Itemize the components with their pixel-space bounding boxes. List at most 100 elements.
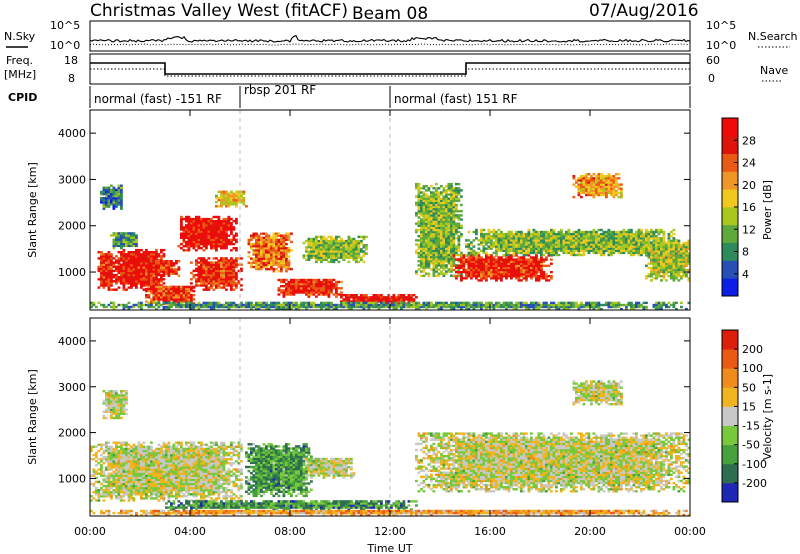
cell-power-cells-8 [240, 192, 243, 195]
cell-power-cells-12 [392, 296, 396, 299]
cell-power-cells-6 [230, 242, 233, 246]
cell-power-cells-13 [417, 247, 421, 250]
cell-power-cells-15 [500, 249, 503, 252]
cell-power-cells-1 [127, 257, 131, 260]
cell-power-cells-18 [112, 305, 116, 309]
cell-power-cells-7 [207, 273, 211, 277]
cell-power-cells-15 [547, 237, 551, 240]
cell-power-cells-10 [287, 291, 291, 294]
cell-power-cells-17 [687, 256, 691, 259]
cell-power-cells-13 [447, 232, 451, 236]
cell-power-cells-1 [127, 278, 131, 281]
cell-power-cells-18 [247, 303, 251, 307]
cell-power-cells-18 [105, 305, 108, 309]
cell-power-cells-7 [200, 257, 203, 260]
cell-power-cells-4 [137, 264, 141, 267]
cell-power-cells-13 [425, 197, 428, 200]
cell-power-cells-13 [435, 193, 438, 196]
cell-power-cells-6 [212, 232, 216, 235]
cell-power-cells-7 [197, 257, 201, 260]
cell-power-cells-9 [275, 253, 278, 256]
cell-power-cells-7 [230, 257, 233, 260]
cell-power-cells-13 [450, 216, 453, 219]
cell-power-cells-9 [272, 253, 276, 256]
cell-power-cells-6 [205, 228, 208, 231]
cell-power-cells-6 [195, 236, 198, 239]
cell-power-cells-13 [442, 220, 446, 223]
cell-power-cells-12 [382, 300, 386, 303]
cell-power-cells-17 [682, 254, 686, 257]
cell-power-cells-16 [590, 191, 593, 195]
cell-power-cells-16 [620, 183, 623, 186]
cell-power-cells-14 [540, 273, 543, 276]
cell-power-cells-4 [162, 268, 166, 271]
cell-power-cells-13 [447, 230, 451, 234]
cell-power-cells-13 [430, 232, 433, 236]
cell-power-cells-1 [147, 276, 151, 279]
cell-power-cells-9 [272, 267, 276, 271]
cell-power-cells-9 [255, 267, 258, 271]
cell-power-cells-15 [595, 249, 598, 252]
cell-power-cells-0 [97, 269, 101, 273]
cell-power-cells-5 [147, 287, 151, 291]
cell-power-cells-1 [137, 257, 141, 260]
cell-power-cells-14 [532, 256, 536, 259]
cell-power-cells-15 [557, 253, 561, 257]
cell-power-cells-13 [435, 270, 438, 273]
cell-power-cells-6 [210, 224, 213, 227]
cell-power-cells-15 [547, 245, 551, 248]
cell-power-cells-13 [445, 218, 448, 221]
cell-power-cells-8 [237, 190, 241, 193]
cell-power-cells-7 [205, 284, 208, 287]
cell-power-cells-7 [217, 267, 221, 270]
cell-power-cells-15 [592, 245, 596, 248]
cell-power-cells-1 [137, 276, 141, 279]
cell-power-cells-10 [340, 291, 343, 294]
cell-power-cells-3 [112, 192, 116, 196]
cell-power-cells-17 [675, 245, 678, 249]
cell-power-cells-15 [490, 245, 493, 248]
cell-power-cells-15 [635, 251, 638, 255]
cell-power-cells-14 [522, 264, 526, 267]
cell-power-cells-5 [170, 287, 173, 291]
cell-power-cells-15 [622, 239, 626, 242]
cell-power-cells-15 [522, 243, 526, 246]
cell-power-cells-15 [527, 247, 531, 250]
cell-power-cells-5 [187, 285, 191, 289]
cell-power-cells-15 [610, 230, 613, 234]
cell-power-cells-14 [467, 266, 471, 270]
cell-power-cells-13 [460, 210, 463, 213]
cell-power-cells-15 [560, 243, 563, 246]
cell-power-cells-9 [255, 263, 258, 267]
cell-power-cells-13 [450, 243, 453, 246]
cell-power-cells-17 [662, 268, 666, 272]
cell-power-cells-17 [662, 264, 666, 267]
cell-power-cells-10 [337, 293, 341, 296]
cell-power-cells-7 [202, 257, 206, 260]
cell-power-cells-6 [215, 232, 218, 235]
cell-power-cells-14 [490, 275, 493, 278]
cell-power-cells-13 [425, 226, 428, 230]
cell-power-cells-9 [285, 267, 288, 271]
cell-power-cells-14 [500, 279, 503, 282]
cell-power-cells-2 [135, 244, 138, 248]
cell-power-cells-1 [132, 280, 136, 283]
cell-power-cells-11 [315, 244, 318, 247]
cell-power-cells-0 [107, 271, 111, 275]
cell-power-cells-6 [190, 232, 193, 235]
cell-power-cells-16 [610, 177, 613, 180]
cell-power-cells-15 [525, 251, 528, 255]
cell-power-cells-11 [307, 239, 311, 243]
cell-power-cells-14 [485, 258, 488, 261]
cell-power-cells-15 [620, 239, 623, 242]
cell-power-cells-9 [285, 263, 288, 267]
cell-power-cells-14 [482, 270, 486, 274]
cell-power-cells-5 [187, 291, 191, 295]
cell-power-cells-0 [110, 269, 113, 273]
cell-power-cells-13 [417, 222, 421, 225]
cell-power-cells-18 [255, 301, 258, 305]
cell-power-cells-6 [230, 232, 233, 235]
cell-power-cells-7 [225, 273, 228, 277]
cell-power-cells-15 [542, 235, 546, 238]
cell-power-cells-14 [462, 268, 466, 272]
